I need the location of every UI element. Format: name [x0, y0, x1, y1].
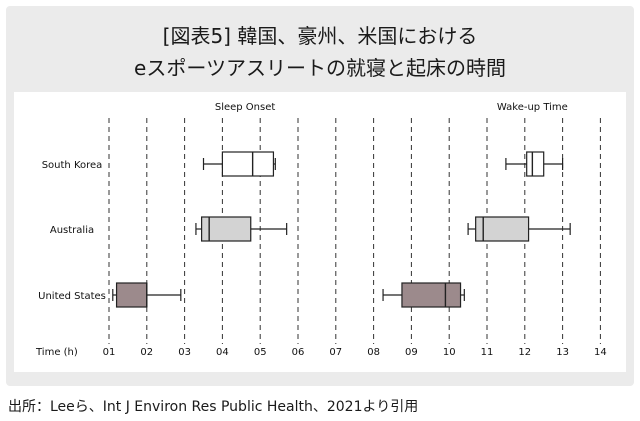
- source-note: 出所：Leeら、Int J Environ Res Public Health、…: [8, 399, 419, 415]
- chart-title-line1: [図表5] 韓国、豪州、米国における: [162, 24, 478, 48]
- x-tick-label: 07: [329, 347, 342, 358]
- category-label: South Korea: [42, 160, 103, 171]
- category-label: Australia: [50, 225, 94, 236]
- panel-title: Sleep Onset: [215, 102, 276, 113]
- panel-title: Wake-up Time: [497, 102, 568, 113]
- x-tick-label: 13: [556, 347, 569, 358]
- category-label: United States: [38, 291, 106, 302]
- box: [401, 282, 462, 308]
- box: [221, 151, 275, 177]
- x-tick-label: 09: [405, 347, 418, 358]
- x-tick-label: 12: [518, 347, 531, 358]
- x-tick-label: 05: [254, 347, 267, 358]
- x-tick-label: 04: [216, 347, 229, 358]
- x-tick-label: 10: [443, 347, 456, 358]
- box: [526, 151, 545, 177]
- x-tick-label: 14: [594, 347, 607, 358]
- x-tick-label: 02: [140, 347, 153, 358]
- box: [475, 216, 530, 242]
- x-axis-label: Time (h): [35, 347, 78, 358]
- x-tick-label: 11: [481, 347, 494, 358]
- x-tick-label: 08: [367, 347, 380, 358]
- box: [115, 282, 148, 308]
- chart-title-line2: eスポーツアスリートの就寝と起床の時間: [134, 56, 506, 80]
- boxplot-chart: 01 02 03 04 05 06 07 08 09 10 11 12 13 14 Time (h) Sout…: [35, 102, 607, 358]
- plot-area: 01 02 03 04 05 06 07 08 09 10 11 12 13 14 Time (h) Sout…: [14, 92, 626, 372]
- x-tick-label: 01: [103, 347, 116, 358]
- x-tick-label: 03: [178, 347, 191, 358]
- x-tick-label: 06: [292, 347, 305, 358]
